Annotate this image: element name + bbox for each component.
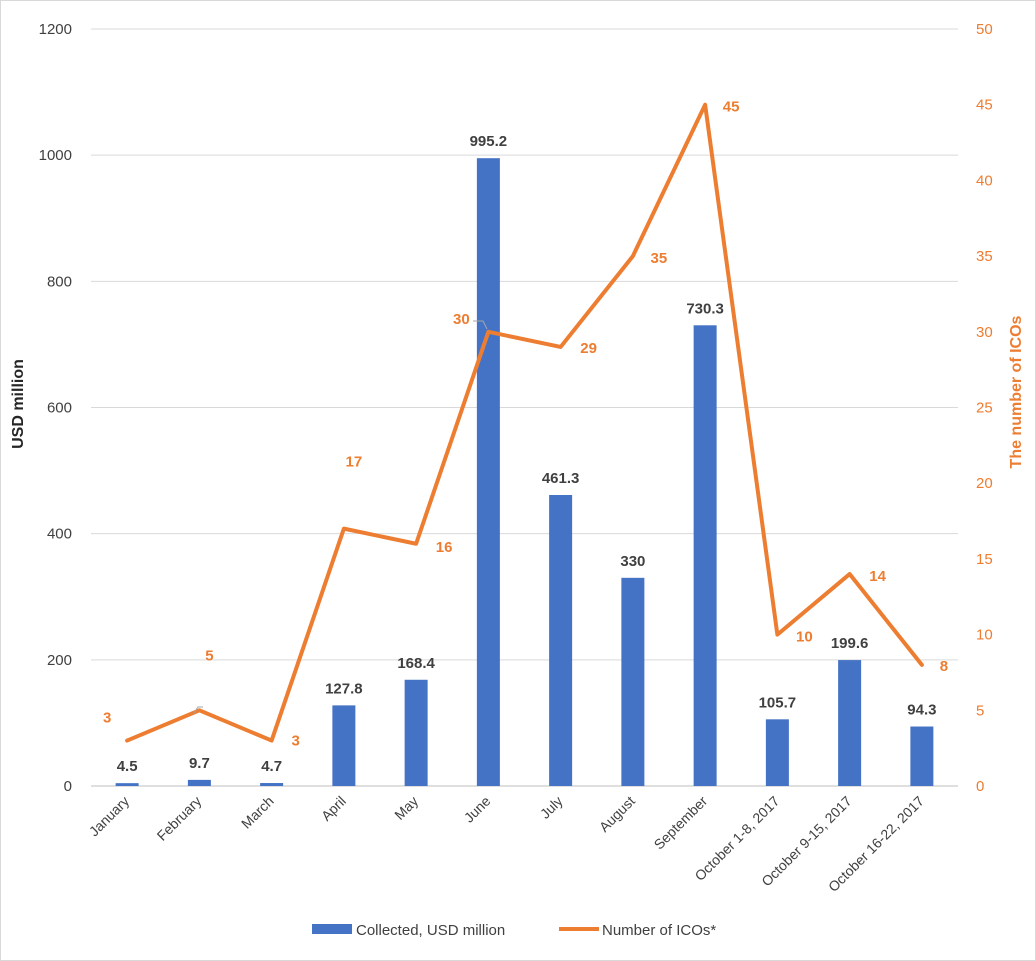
line-data-label: 45 [723,99,740,116]
left-tick-label: 1200 [39,21,72,38]
bar [187,779,211,786]
bar-data-label: 330 [620,553,645,570]
bar [115,783,139,786]
bar [910,726,934,786]
category-label: February [154,793,205,844]
category-label: August [596,793,638,835]
bar-data-labels: 4.5 9.7 4.7127.8168.4995.2461.3330730.3105… [117,133,937,775]
bar-data-label: 461.3 [542,470,580,487]
bar [332,705,356,786]
category-label: January [86,793,133,840]
bar-data-label: 4.5 [117,758,138,775]
right-axis-ticks: 0 5 10 15 20 25 30 35 40 45 50 [976,21,993,795]
bar [765,719,789,786]
line-data-label: 30 [453,311,470,328]
label-leader-line [473,320,488,330]
category-axis-labels: January February March April May June July Augu… [86,793,927,895]
right-tick-label: 25 [976,400,993,417]
left-tick-label: 1000 [39,147,72,164]
line-data-label: 10 [796,629,813,646]
legend: Collected, USD million Number of ICOs* [312,922,716,939]
bar-data-label: 127.8 [325,680,363,697]
right-tick-label: 15 [976,551,993,568]
bar-data-label: 730.3 [686,300,724,317]
left-tick-label: 0 [64,778,72,795]
bar [260,783,284,786]
bar-data-label: 94.3 [907,702,936,719]
line-series-path [125,102,924,743]
left-axis-ticks: 0 200 400 600 800 1000 1200 [39,21,72,795]
bar-data-label: 4.7 [261,758,282,775]
right-tick-label: 45 [976,97,993,114]
left-tick-label: 600 [47,400,72,417]
line-data-label: 35 [651,250,668,267]
line-data-label: 16 [436,539,453,556]
bar-data-label: 199.6 [831,635,869,652]
right-tick-label: 20 [976,475,993,492]
left-axis-title: USD million [10,359,27,449]
bar [549,494,573,786]
line-data-label: 3 [103,710,111,727]
legend-swatch-bar [312,924,352,934]
right-tick-label: 50 [976,21,993,38]
bar-data-label: 105.7 [759,694,797,711]
category-label: May [391,793,421,823]
right-tick-label: 40 [976,172,993,189]
right-axis-title: The number of ICOs [1008,315,1025,468]
line-data-label: 8 [940,658,948,675]
bar [404,679,428,786]
line-series [125,102,924,743]
left-tick-label: 800 [47,273,72,290]
right-tick-label: 0 [976,778,984,795]
right-tick-label: 10 [976,627,993,644]
category-label: June [461,793,494,826]
right-tick-label: 5 [976,702,984,719]
bar-series [115,158,934,786]
category-label: March [238,793,277,832]
legend-label-bar: Collected, USD million [356,922,505,939]
category-label: July [537,793,566,822]
gridlines [91,28,958,787]
line-data-label: 17 [346,454,363,471]
legend-label-line: Number of ICOs* [602,922,716,939]
line-data-label: 14 [869,568,886,585]
left-tick-label: 400 [47,526,72,543]
bar-data-label: 9.7 [189,755,210,772]
category-label: September [651,793,711,853]
line-data-label: 3 [291,733,299,750]
line-data-label: 5 [205,647,213,664]
category-label: April [318,793,349,824]
bar-data-label: 168.4 [397,655,435,672]
bar [838,660,862,786]
label-leader-line [193,706,203,714]
bar [476,158,500,786]
line-data-label: 29 [580,340,597,357]
right-tick-label: 30 [976,324,993,341]
left-tick-label: 200 [47,652,72,669]
bar [693,325,717,786]
bar [621,577,645,786]
bar-data-label: 995.2 [470,133,508,150]
right-tick-label: 35 [976,248,993,265]
